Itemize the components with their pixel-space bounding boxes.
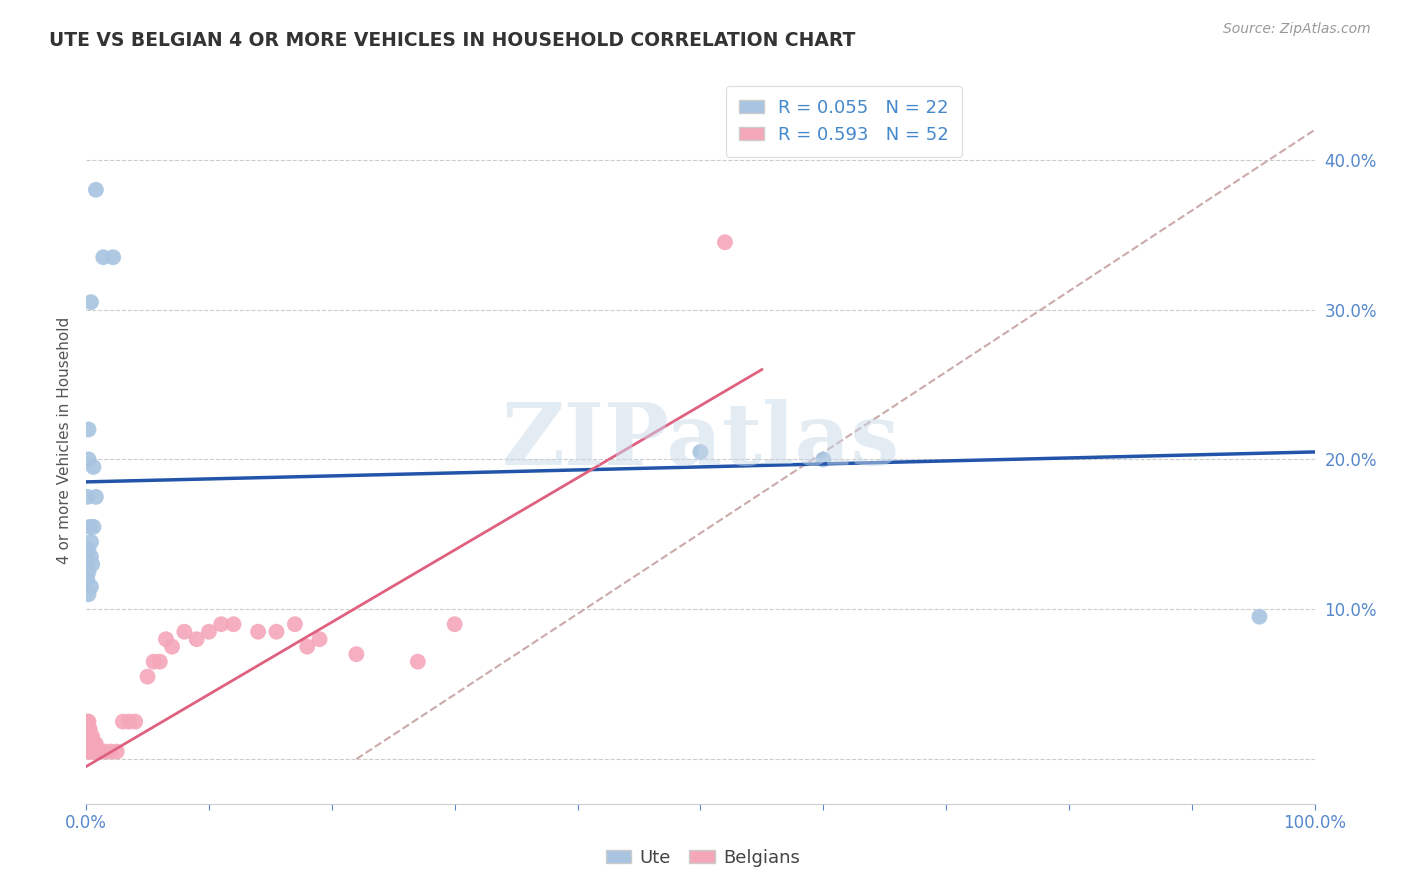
- Text: UTE VS BELGIAN 4 OR MORE VEHICLES IN HOUSEHOLD CORRELATION CHART: UTE VS BELGIAN 4 OR MORE VEHICLES IN HOU…: [49, 31, 856, 50]
- Point: [443, 617, 465, 632]
- Point: [87, 745, 110, 759]
- Point: [76, 490, 98, 504]
- Point: [82, 459, 104, 474]
- Point: [82, 558, 104, 572]
- Point: [82, 737, 104, 751]
- Text: Source: ZipAtlas.com: Source: ZipAtlas.com: [1223, 22, 1371, 37]
- Point: [77, 745, 100, 759]
- Point: [209, 617, 232, 632]
- Point: [149, 655, 172, 669]
- Point: [155, 632, 177, 647]
- Point: [76, 572, 98, 586]
- Point: [77, 730, 100, 744]
- Point: [77, 422, 100, 436]
- Point: [77, 587, 100, 601]
- Point: [105, 745, 128, 759]
- Point: [308, 632, 330, 647]
- Point: [77, 452, 100, 467]
- Point: [813, 452, 835, 467]
- Point: [79, 730, 101, 744]
- Point: [80, 580, 103, 594]
- Point: [186, 632, 208, 647]
- Point: [77, 565, 100, 579]
- Point: [173, 624, 195, 639]
- Point: [101, 250, 124, 264]
- Point: [84, 490, 107, 504]
- Point: [406, 655, 429, 669]
- Point: [80, 534, 103, 549]
- Point: [84, 183, 107, 197]
- Point: [82, 745, 104, 759]
- Point: [82, 730, 104, 744]
- Point: [77, 737, 100, 751]
- Point: [247, 624, 270, 639]
- Point: [80, 745, 103, 759]
- Point: [91, 250, 114, 264]
- Y-axis label: 4 or more Vehicles in Household: 4 or more Vehicles in Household: [58, 317, 72, 565]
- Point: [79, 520, 101, 534]
- Text: ZIPatlas: ZIPatlas: [502, 399, 900, 483]
- Point: [136, 670, 159, 684]
- Point: [84, 745, 107, 759]
- Point: [84, 737, 107, 751]
- Point: [79, 722, 101, 736]
- Point: [80, 549, 103, 564]
- Point: [86, 745, 108, 759]
- Point: [222, 617, 245, 632]
- Point: [100, 745, 122, 759]
- Point: [76, 730, 98, 744]
- Point: [77, 542, 100, 557]
- Point: [93, 745, 115, 759]
- Point: [82, 737, 104, 751]
- Point: [80, 295, 103, 310]
- Point: [1249, 609, 1271, 624]
- Point: [160, 640, 183, 654]
- Point: [82, 745, 104, 759]
- Point: [77, 722, 100, 736]
- Point: [111, 714, 134, 729]
- Legend: Ute, Belgians: Ute, Belgians: [599, 842, 807, 874]
- Point: [344, 647, 367, 661]
- Point: [90, 745, 112, 759]
- Point: [77, 714, 100, 729]
- Point: [76, 737, 98, 751]
- Point: [714, 235, 737, 250]
- Point: [76, 714, 98, 729]
- Point: [266, 624, 288, 639]
- Point: [79, 737, 101, 751]
- Legend: R = 0.055   N = 22, R = 0.593   N = 52: R = 0.055 N = 22, R = 0.593 N = 52: [725, 87, 962, 157]
- Point: [284, 617, 307, 632]
- Point: [80, 730, 103, 744]
- Point: [142, 655, 165, 669]
- Point: [82, 520, 104, 534]
- Point: [118, 714, 141, 729]
- Point: [689, 445, 711, 459]
- Point: [198, 624, 221, 639]
- Point: [83, 737, 105, 751]
- Point: [79, 745, 101, 759]
- Point: [297, 640, 319, 654]
- Point: [83, 745, 105, 759]
- Point: [124, 714, 146, 729]
- Point: [80, 737, 103, 751]
